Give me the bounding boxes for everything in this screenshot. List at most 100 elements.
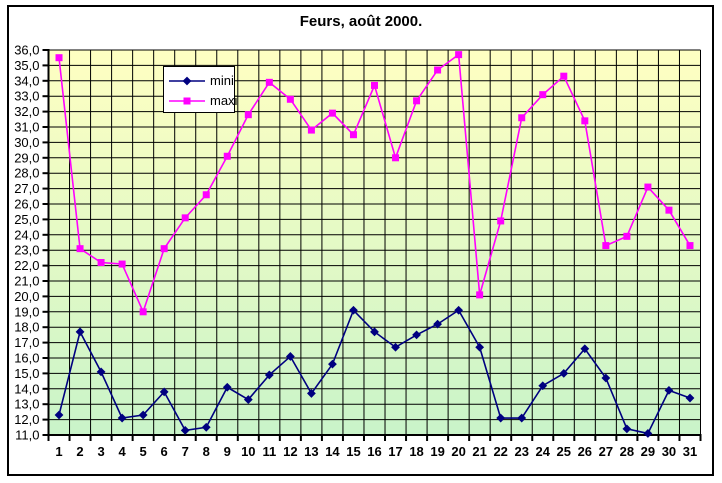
maxi-point — [97, 259, 105, 267]
x-tick-label: 24 — [536, 444, 551, 459]
maxi-point — [665, 206, 673, 214]
x-tick-label: 12 — [283, 444, 297, 459]
y-tick-label: 19,0 — [14, 304, 39, 319]
mini-point — [243, 395, 253, 404]
maxi-point — [413, 97, 421, 105]
legend: mini maxi — [163, 66, 237, 113]
maxi-point — [602, 242, 610, 250]
y-tick-label: 14,0 — [14, 381, 39, 396]
mini-point — [601, 373, 611, 383]
maxi-point — [581, 117, 589, 125]
y-tick-label: 24,0 — [14, 227, 39, 242]
y-tick-label: 20,0 — [14, 289, 39, 304]
y-tick-label: 26,0 — [14, 197, 39, 212]
maxi-point — [560, 72, 568, 80]
maxi-point — [328, 109, 336, 117]
legend-item-maxi: maxi — [169, 90, 237, 110]
x-tick-label: 7 — [182, 444, 189, 459]
mini-point — [328, 359, 337, 369]
maxi-point — [392, 154, 400, 162]
maxi-point — [202, 191, 210, 199]
maxi-point — [223, 152, 231, 160]
y-tick-label: 29,0 — [14, 150, 39, 165]
mini-point — [559, 369, 569, 378]
y-tick-label: 25,0 — [14, 212, 39, 227]
x-tick-label: 16 — [367, 444, 381, 459]
mini-point — [433, 319, 442, 329]
mini-point — [117, 413, 127, 423]
mini-point — [96, 367, 106, 377]
maxi-point — [518, 114, 526, 122]
y-tick-label: 35,0 — [14, 58, 39, 73]
x-tick-label: 20 — [451, 444, 465, 459]
mini-point — [685, 393, 695, 403]
axis-ticks — [42, 49, 702, 441]
maxi-series-markers — [55, 51, 694, 316]
maxi-series-marker-icon — [169, 94, 205, 106]
x-tick-label: 26 — [578, 444, 592, 459]
x-tick-label: 13 — [304, 444, 318, 459]
maxi-point — [286, 95, 294, 103]
x-tick-label: 9 — [224, 444, 231, 459]
mini-point — [75, 327, 85, 337]
y-tick-label: 34,0 — [14, 73, 39, 88]
mini-point — [580, 344, 590, 354]
maxi-point — [349, 131, 357, 139]
mini-point — [664, 385, 674, 395]
x-tick-label: 30 — [662, 444, 676, 459]
mini-point — [391, 342, 400, 352]
x-tick-label: 22 — [493, 444, 507, 459]
x-tick-label: 8 — [203, 444, 210, 459]
x-tick-label: 18 — [409, 444, 423, 459]
mini-point — [138, 410, 148, 420]
x-tick-label: 27 — [599, 444, 613, 459]
mini-point — [475, 342, 485, 352]
x-tick-label: 21 — [472, 444, 486, 459]
x-tick-label: 31 — [683, 444, 697, 459]
x-tick-label: 23 — [514, 444, 528, 459]
mini-point — [285, 352, 295, 361]
maxi-point — [539, 91, 547, 99]
maxi-point — [55, 54, 63, 62]
x-tick-label: 28 — [620, 444, 634, 459]
y-axis-labels: 36,035,034,033,032,031,030,029,028,027,0… — [14, 43, 39, 443]
y-tick-label: 15,0 — [14, 366, 39, 381]
mini-point — [412, 330, 421, 340]
maxi-point — [160, 245, 168, 253]
maxi-point — [497, 217, 505, 225]
y-tick-label: 16,0 — [14, 351, 39, 366]
mini-point — [264, 370, 274, 380]
y-tick-label: 22,0 — [14, 258, 39, 273]
maxi-point — [181, 214, 189, 222]
x-tick-label: 2 — [76, 444, 83, 459]
y-tick-label: 12,0 — [14, 412, 39, 427]
axes — [47, 49, 702, 436]
mini-point — [222, 382, 232, 392]
maxi-point — [118, 260, 126, 268]
maxi-point — [644, 183, 652, 191]
mini-point — [54, 410, 64, 420]
mini-point — [517, 413, 527, 423]
y-tick-label: 13,0 — [14, 397, 39, 412]
y-tick-label: 33,0 — [14, 89, 39, 104]
y-tick-label: 23,0 — [14, 243, 39, 258]
x-tick-label: 19 — [430, 444, 444, 459]
y-tick-label: 27,0 — [14, 181, 39, 196]
maxi-point — [307, 126, 315, 134]
maxi-point — [265, 78, 273, 86]
maxi-point — [476, 291, 484, 299]
chart-title: Feurs, août 2000. — [299, 13, 423, 30]
maxi-point — [686, 242, 694, 250]
x-tick-label: 3 — [97, 444, 104, 459]
y-tick-label: 17,0 — [14, 335, 39, 350]
mini-point — [307, 389, 316, 398]
mini-point — [201, 422, 211, 432]
maxi-point — [76, 245, 84, 253]
mini-point — [454, 305, 464, 315]
x-tick-label: 15 — [346, 444, 360, 459]
maxi-point — [455, 51, 463, 59]
x-tick-label: 25 — [557, 444, 571, 459]
x-tick-label: 4 — [118, 444, 126, 459]
x-tick-label: 1 — [55, 444, 62, 459]
